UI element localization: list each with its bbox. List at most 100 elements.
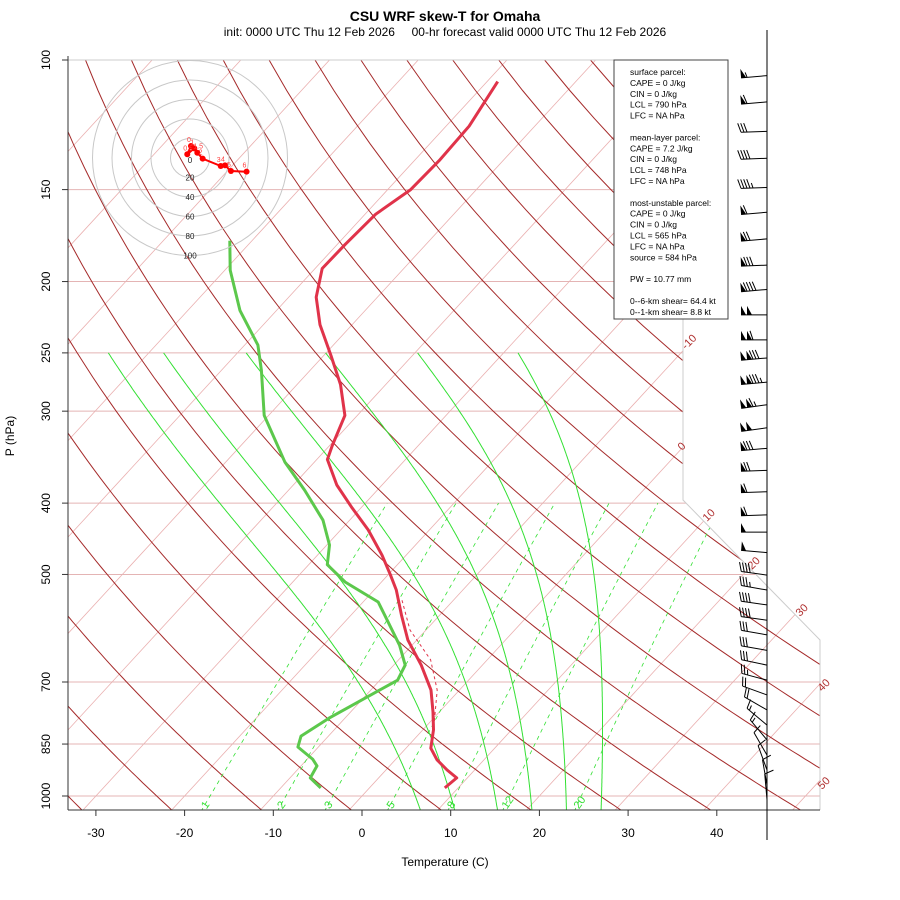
barb-full: [747, 563, 751, 573]
hodograph-ring-label: 80: [186, 232, 195, 241]
hodograph-center-label: 0: [188, 156, 193, 165]
wind-barb: [740, 650, 768, 666]
barb-full: [744, 562, 748, 573]
barb-shaft: [741, 659, 768, 666]
barb-full: [737, 150, 742, 160]
wind-barb: [741, 305, 767, 316]
y-tick-label: 850: [39, 734, 53, 754]
dry-adiabat: [314, 60, 820, 810]
barb-full: [740, 150, 745, 160]
barb-full: [739, 576, 742, 586]
wind-barb: [740, 231, 768, 242]
isotherm-line: [68, 60, 685, 810]
barb-shaft: [740, 130, 768, 133]
hodograph-ring: [92, 60, 288, 256]
barb-pennant: [740, 351, 747, 361]
barb-full: [751, 350, 757, 360]
barb-full: [746, 461, 751, 472]
x-tick-label: -30: [87, 826, 105, 840]
hodograph-point-label: 0: [187, 137, 191, 144]
barb-shaft: [741, 672, 768, 681]
wind-barb: [737, 178, 768, 189]
hodograph-point-label: 0.5: [183, 145, 193, 152]
wind-barb: [742, 676, 768, 696]
plot-border: [68, 59, 821, 810]
barb-full: [742, 94, 748, 104]
dry-adiabat: [130, 60, 820, 810]
barb-full: [745, 621, 748, 632]
wind-barb: [741, 523, 767, 533]
barb-full: [743, 461, 748, 472]
wind-barb: [740, 397, 768, 409]
barb-full: [762, 754, 772, 761]
barb-shaft: [749, 719, 768, 741]
info-line: CAPE = 7.2 J/kg: [630, 143, 693, 153]
barb-pennant: [740, 506, 747, 516]
barb-full: [742, 607, 745, 618]
barb-full: [754, 349, 760, 359]
y-tick-label: 250: [39, 343, 53, 363]
wind-barb: [740, 483, 768, 494]
dry-adiabat: [68, 60, 444, 810]
x-axis-label: Temperature (C): [401, 855, 488, 869]
barb-full: [742, 231, 748, 241]
barb-shaft: [741, 238, 768, 242]
dry-adiabat: [68, 60, 354, 810]
barb-full: [743, 483, 748, 493]
barb-full: [739, 591, 742, 602]
dry-adiabat: [360, 60, 820, 810]
info-line: CAPE = 0 J/kg: [630, 209, 686, 219]
barb-shaft: [741, 381, 768, 385]
barb-full: [743, 256, 748, 267]
wind-barb: [739, 576, 768, 591]
barb-pennant: [741, 523, 746, 533]
mixing-ratio-label: 5: [385, 799, 398, 811]
barb-full: [745, 440, 751, 451]
hodograph-ring: [150, 118, 230, 198]
isotherm-line: [68, 60, 242, 810]
barb-shaft: [761, 759, 768, 786]
barb-full: [742, 592, 745, 602]
barb-full: [746, 149, 751, 160]
mixing-ratio-label: 12: [500, 794, 517, 811]
barb-shaft: [741, 549, 768, 554]
barb-pennant: [747, 305, 752, 315]
barb-full: [742, 562, 745, 572]
hodograph-point: [222, 162, 229, 169]
barb-full: [742, 650, 745, 661]
y-tick-label: 700: [39, 672, 53, 692]
x-tick-label: -10: [265, 826, 283, 840]
isotherm-line: [702, 60, 820, 810]
mixing-ratio-line: [501, 502, 659, 810]
barb-full: [753, 725, 761, 733]
x-tick-label: 30: [621, 826, 635, 840]
barb-pennant: [746, 374, 753, 384]
dry-adiabat: [68, 60, 264, 810]
info-line: LFC = NA hPa: [630, 111, 685, 121]
dry-adiabat: [85, 60, 804, 810]
info-line: source = 584 hPa: [630, 252, 697, 262]
barb-half: [744, 72, 748, 78]
barb-full: [746, 256, 751, 266]
barb-full: [739, 607, 742, 617]
y-tick-label: 100: [39, 50, 53, 70]
mixing-ratio-line: [573, 502, 723, 810]
barb-pennant: [740, 232, 747, 242]
isotherm-line: [68, 60, 419, 810]
wind-barb: [746, 699, 768, 726]
hodograph-point-label: 5: [227, 162, 231, 169]
wind-barb: [740, 281, 768, 293]
wind-barb: [741, 330, 767, 341]
barb-pennant: [741, 541, 747, 551]
barb-full: [749, 256, 754, 266]
info-line: 0--1-km shear= 8.8 kt: [630, 307, 712, 317]
wind-barb: [749, 711, 768, 741]
chart-title: CSU WRF skew-T for Omaha: [350, 8, 541, 24]
wind-barb: [761, 754, 772, 786]
hodograph-point: [227, 167, 234, 174]
barb-full: [746, 699, 752, 709]
mixing-ratio-label: 8: [445, 799, 458, 811]
isotherm-line: [258, 60, 820, 810]
info-line: CIN = 0 J/kg: [630, 220, 677, 230]
x-tick-label: 20: [533, 826, 547, 840]
